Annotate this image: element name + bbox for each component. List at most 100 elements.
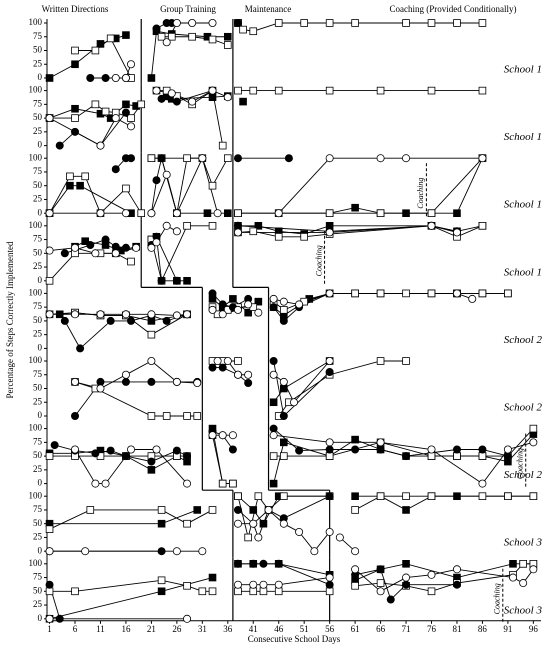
square-marker (229, 295, 237, 303)
square-marker (453, 452, 461, 460)
square-marker (193, 506, 202, 514)
square-marker (529, 492, 538, 500)
y-tick-label: 100 (29, 355, 43, 365)
circle-marker (223, 93, 232, 102)
circle-marker (71, 127, 80, 136)
square-marker (325, 19, 334, 27)
series-line (212, 367, 249, 384)
square-marker (188, 32, 196, 41)
square-marker (376, 209, 385, 218)
circle-marker (147, 377, 156, 386)
circle-marker (402, 452, 411, 461)
square-marker (478, 221, 487, 230)
circle-marker (279, 297, 288, 306)
circle-marker (335, 533, 344, 542)
square-marker (203, 209, 212, 218)
square-marker (259, 587, 268, 596)
square-marker (71, 60, 79, 69)
square-marker (376, 86, 385, 95)
circle-marker (157, 276, 166, 285)
circle-marker (183, 310, 192, 319)
circle-marker (325, 580, 334, 589)
circle-marker (172, 547, 181, 556)
square-marker (402, 492, 410, 500)
square-marker (91, 46, 100, 55)
circle-marker (452, 565, 461, 574)
square-marker (157, 587, 166, 596)
circle-marker (96, 310, 105, 319)
square-marker (478, 19, 487, 27)
circle-marker (325, 573, 334, 582)
square-marker (376, 492, 385, 500)
square-marker (147, 74, 156, 82)
y-tick-label: 75 (33, 572, 43, 582)
y-tick-label: 50 (33, 45, 43, 55)
y-tick-label: 100 (29, 423, 43, 433)
series-line (150, 157, 203, 214)
circle-marker (101, 479, 110, 488)
y-tick-label: 75 (33, 301, 43, 311)
y-tick-label: 50 (33, 180, 43, 190)
circle-marker (86, 241, 95, 250)
square-marker (300, 19, 308, 27)
circle-marker (127, 445, 136, 454)
circle-marker (228, 445, 237, 454)
circle-marker (259, 580, 268, 589)
square-marker (157, 32, 166, 41)
square-marker (71, 114, 79, 122)
circle-marker (193, 378, 202, 387)
school-label: School 2 (504, 402, 543, 414)
school-label: School 2 (504, 334, 543, 346)
circle-marker (325, 492, 334, 501)
circle-marker (529, 565, 538, 574)
school-label: School 3 (504, 604, 543, 616)
circle-marker (478, 479, 487, 488)
x-tick-label: 81 (452, 624, 461, 634)
coaching-label: Coaching (516, 448, 525, 479)
series-line (49, 252, 132, 282)
square-marker (269, 398, 278, 407)
square-marker (45, 525, 54, 533)
circle-marker (233, 305, 242, 314)
circle-marker (233, 559, 242, 568)
square-marker (208, 506, 217, 514)
circle-marker (376, 445, 385, 454)
circle-marker (152, 445, 161, 454)
circle-marker (45, 614, 54, 623)
y-tick-label: 100 (29, 558, 43, 568)
y-tick-label: 25 (33, 329, 43, 339)
square-marker (183, 582, 191, 590)
square-marker (183, 221, 191, 230)
circle-marker (228, 431, 237, 440)
square-marker (223, 32, 232, 41)
circle-marker (50, 441, 59, 450)
square-marker (402, 289, 410, 298)
square-marker (147, 330, 156, 339)
circle-marker (284, 154, 293, 163)
circle-marker (274, 559, 283, 568)
circle-marker (198, 154, 207, 163)
series-line (278, 360, 407, 417)
x-axis-label: Consecutive School Days (248, 634, 341, 644)
square-marker (96, 40, 105, 48)
circle-marker (233, 370, 242, 379)
x-tick-label: 96 (529, 624, 539, 634)
y-tick-label: 25 (33, 194, 43, 204)
circle-marker (427, 445, 436, 454)
series-line (237, 22, 483, 32)
y-tick-label: 0 (38, 72, 43, 82)
square-marker (223, 209, 232, 218)
square-marker (71, 46, 79, 55)
square-marker (122, 100, 130, 109)
circle-marker (508, 573, 517, 582)
circle-marker (183, 452, 192, 461)
x-tick-label: 76 (427, 624, 437, 634)
coaching-label: Coaching (314, 245, 323, 276)
circle-marker (402, 580, 411, 589)
circle-marker (376, 438, 385, 447)
school-label: School 1 (504, 64, 542, 76)
square-marker (157, 506, 166, 514)
circle-marker (45, 580, 54, 589)
y-tick-label: 50 (33, 247, 43, 257)
y-tick-label: 25 (33, 396, 43, 406)
